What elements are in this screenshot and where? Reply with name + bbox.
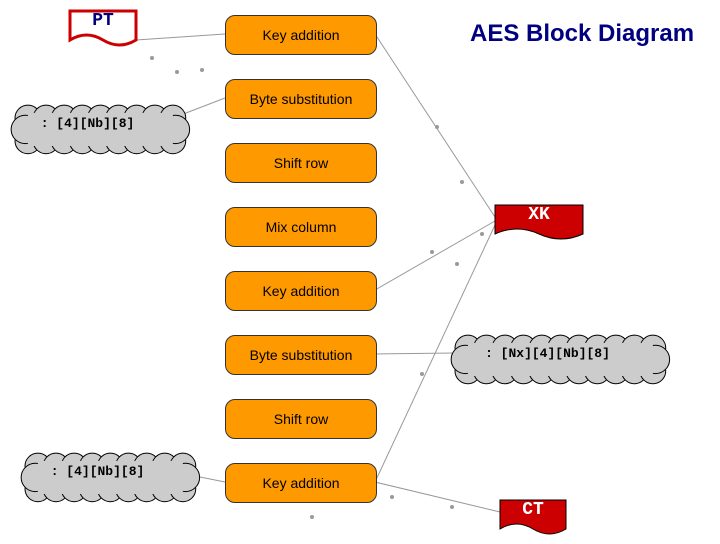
trail-dot [390,495,394,499]
trail-dot [460,180,464,184]
cloud-label: : [4][Nb][8] [15,100,160,146]
cloud-label: : [4][Nb][8] [25,448,170,494]
trail-dot [310,515,314,519]
connector-line [136,34,225,40]
tag-label: CT [500,495,566,525]
trail-dot [430,250,434,254]
tag-banner: CT [500,495,566,529]
trail-dot [150,56,154,60]
tag-banner: PT [70,6,136,40]
connector-line [375,221,495,290]
trail-dot [450,505,454,509]
stage-label: Mix column [266,219,337,235]
stage-label: Shift row [274,411,328,427]
trail-dot [435,125,439,129]
stage-label: Shift row [274,155,328,171]
cloud-callout: : [Nx][4][Nb][8] [455,330,640,376]
stage-box: Key addition [225,15,377,55]
trail-dot [455,262,459,266]
cloud-label: : [Nx][4][Nb][8] [455,330,640,376]
tag-label: PT [70,6,136,36]
stage-box: Shift row [225,399,377,439]
stage-box: Key addition [225,271,377,311]
trail-dot [200,68,204,72]
cloud-callout: : [4][Nb][8] [25,448,170,494]
stage-label: Key addition [262,27,339,43]
stage-label: Byte substitution [250,91,353,107]
stage-box: Key addition [225,463,377,503]
stage-box: Mix column [225,207,377,247]
trail-dot [175,70,179,74]
stage-box: Byte substitution [225,335,377,375]
trail-dot [420,372,424,376]
tag-label: XK [495,200,583,230]
stage-label: Key addition [262,475,339,491]
trail-dot [480,232,484,236]
tag-banner: XK [495,200,583,234]
cloud-callout: : [4][Nb][8] [15,100,160,146]
stage-label: Byte substitution [250,347,353,363]
stage-label: Key addition [262,283,339,299]
stage-box: Byte substitution [225,79,377,119]
connector-line [375,353,455,354]
stage-box: Shift row [225,143,377,183]
